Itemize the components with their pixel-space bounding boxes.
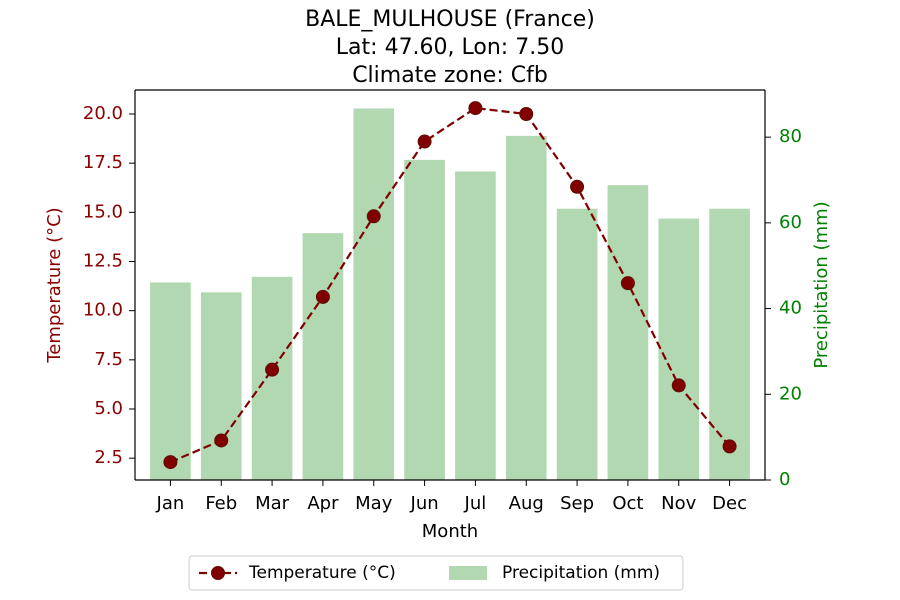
temperature-series-line	[169, 106, 731, 464]
x-tick-label: Oct	[612, 493, 643, 514]
left-tick-label: 5.0	[94, 398, 123, 419]
right-tick-label: 20	[779, 383, 802, 404]
temp-point-feb	[214, 433, 229, 448]
temp-point-jun	[417, 134, 432, 149]
x-tick-label: Jan	[156, 493, 185, 514]
x-tick-label: Feb	[205, 493, 237, 514]
x-tick-label: Mar	[255, 493, 290, 514]
temp-point-jul	[468, 101, 483, 116]
title-line-1: BALE_MULHOUSE (France)	[305, 7, 595, 32]
legend-temperature-label: Temperature (°C)	[248, 563, 396, 583]
x-tick-label: Sep	[560, 493, 594, 514]
left-tick-label: 2.5	[94, 447, 123, 468]
left-tick-label: 10.0	[83, 300, 123, 321]
right-tick-label: 0	[779, 469, 790, 490]
x-tick-label: Jun	[410, 493, 439, 514]
x-axis-ticks: Jan Feb Mar Apr May Jun Jul Aug Sep Oct Nov Dec	[156, 480, 747, 514]
temp-point-dec	[722, 439, 737, 454]
x-tick-label: Aug	[509, 493, 544, 514]
precip-bar-aug	[505, 135, 547, 480]
legend: Temperature (°C) Precipitation (mm)	[188, 555, 684, 591]
legend-temperature-marker	[211, 566, 225, 580]
chart-title: BALE_MULHOUSE (France) Lat: 47.60, Lon: 7…	[305, 7, 595, 88]
precip-bar-apr	[302, 233, 344, 480]
right-tick-label: 60	[779, 212, 802, 233]
right-tick-label: 40	[779, 298, 802, 319]
left-tick-label: 17.5	[83, 152, 123, 173]
temp-point-sep	[570, 179, 585, 194]
legend-precipitation-label: Precipitation (mm)	[502, 563, 660, 583]
title-line-3: Climate zone: Cfb	[352, 63, 548, 88]
x-tick-label: Apr	[307, 493, 339, 514]
axes	[134, 89, 766, 481]
precip-bar-jan	[150, 282, 191, 480]
left-tick-label: 20.0	[83, 103, 123, 124]
title-line-2: Lat: 47.60, Lon: 7.50	[336, 35, 564, 60]
x-tick-label: Dec	[712, 493, 747, 514]
x-tick-label: Nov	[661, 493, 696, 514]
right-axis-label: Precipitation (mm)	[811, 201, 832, 368]
left-tick-label: 15.0	[83, 201, 123, 222]
left-axis-label: Temperature (°C)	[44, 207, 65, 363]
x-tick-label: Jul	[464, 493, 487, 514]
precip-bar-oct	[607, 185, 649, 480]
precip-bar-feb	[200, 292, 242, 480]
precip-bar-nov	[658, 218, 700, 481]
precip-bar-sep	[556, 208, 598, 480]
temp-point-nov	[671, 378, 686, 393]
temp-point-jan	[163, 455, 178, 470]
left-tick-label: 7.5	[94, 349, 123, 370]
x-axis-label: Month	[422, 521, 478, 542]
precip-bar-may	[353, 108, 395, 480]
temp-point-oct	[620, 276, 635, 291]
left-axis-ticks: 2.5 5.0 7.5 10.0 12.5 15.0 17.5 20.0	[83, 103, 135, 468]
precipitation-bars	[150, 108, 750, 481]
axis-labels: Month Temperature (°C) Precipitation (mm)	[44, 201, 832, 542]
x-tick-label: May	[355, 493, 393, 514]
temp-point-apr	[315, 289, 330, 304]
temperature-line	[163, 101, 737, 470]
precip-bar-jun	[404, 159, 445, 480]
right-tick-label: 80	[779, 126, 802, 147]
legend-precipitation-swatch	[449, 566, 487, 580]
precip-bar-dec	[709, 208, 750, 480]
temp-point-aug	[519, 106, 534, 121]
precip-bar-jul	[455, 171, 496, 480]
precip-bar-mar	[251, 276, 293, 480]
temp-point-may	[366, 209, 381, 224]
temp-point-mar	[265, 362, 280, 377]
right-axis-ticks: 0 20 40 60 80	[765, 126, 802, 490]
left-tick-label: 12.5	[83, 250, 123, 271]
legend-box	[188, 555, 684, 591]
